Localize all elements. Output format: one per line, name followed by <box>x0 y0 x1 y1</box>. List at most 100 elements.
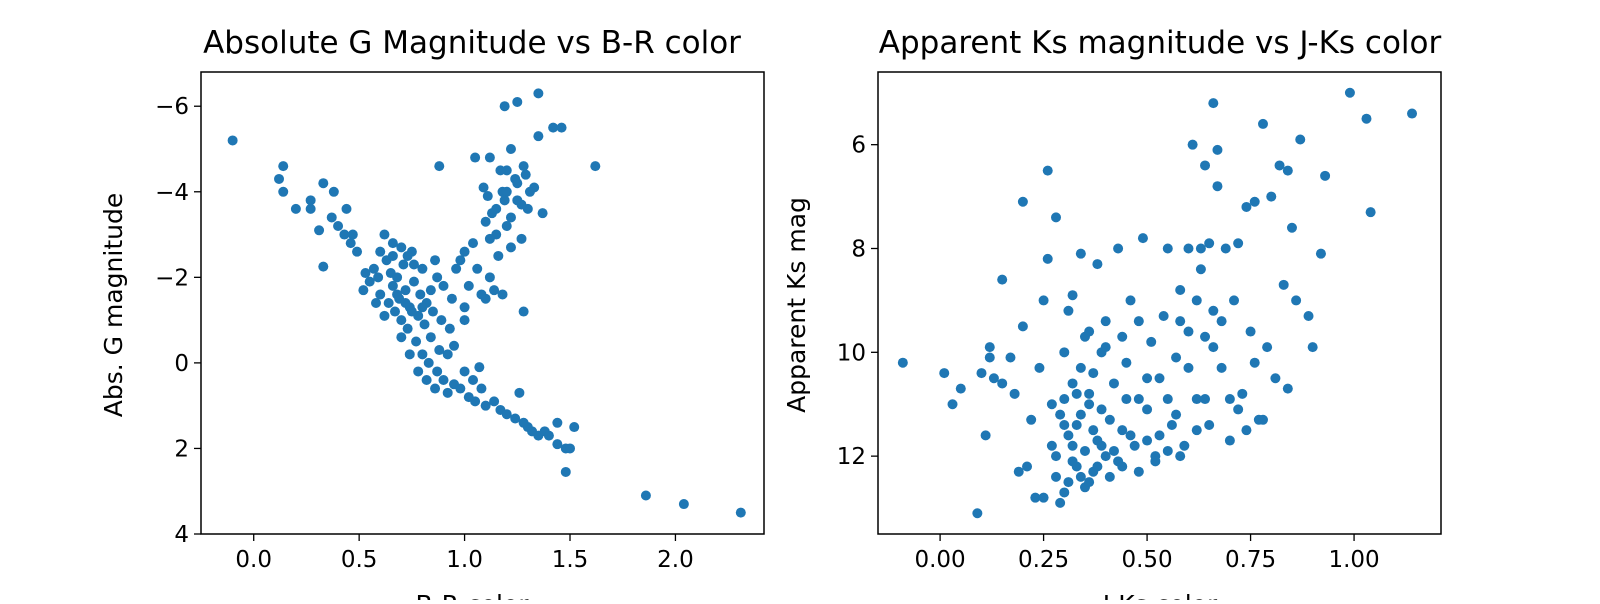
data-point <box>1017 196 1028 207</box>
data-point <box>387 250 398 261</box>
data-point <box>735 507 746 518</box>
data-point <box>512 96 523 107</box>
data-point <box>1075 471 1086 482</box>
data-point <box>1142 404 1153 415</box>
data-point <box>1195 264 1206 275</box>
data-point <box>1071 419 1082 430</box>
data-point <box>1038 295 1049 306</box>
data-point <box>1158 310 1169 321</box>
data-point <box>1142 435 1153 446</box>
data-point <box>1191 394 1202 405</box>
data-point <box>1063 477 1074 488</box>
data-point <box>360 268 371 279</box>
data-point <box>1059 487 1070 498</box>
data-point <box>478 182 489 193</box>
data-point <box>451 263 462 274</box>
data-point <box>1067 456 1078 467</box>
data-point <box>470 152 481 163</box>
data-point <box>375 289 386 300</box>
data-point <box>1183 362 1194 373</box>
data-point <box>1291 295 1302 306</box>
data-point <box>1088 425 1099 436</box>
data-point <box>520 169 531 180</box>
data-point <box>1125 295 1136 306</box>
data-point <box>499 195 510 206</box>
data-point <box>1344 87 1355 98</box>
data-point <box>1171 409 1182 420</box>
data-point <box>1212 144 1223 155</box>
data-point <box>1162 445 1173 456</box>
y-tick-label: 12 <box>837 444 866 470</box>
data-point <box>1129 440 1140 451</box>
data-point <box>328 186 339 197</box>
data-point <box>939 368 950 379</box>
data-point <box>484 272 495 283</box>
data-point <box>518 161 529 172</box>
data-point <box>358 285 369 296</box>
x-axis-label: B-R color <box>415 590 529 600</box>
data-point <box>1154 430 1165 441</box>
data-point <box>1108 378 1119 389</box>
data-point <box>1084 399 1095 410</box>
data-point <box>1224 435 1235 446</box>
data-point <box>1067 440 1078 451</box>
data-point <box>436 315 447 326</box>
data-point <box>1055 497 1066 508</box>
data-point <box>392 272 403 283</box>
data-point <box>499 101 510 112</box>
data-point <box>505 144 516 154</box>
data-point <box>434 161 445 172</box>
chart-title: Apparent Ks magnitude vs J-Ks color <box>879 25 1442 61</box>
data-point <box>442 349 453 360</box>
plot-frame <box>200 71 765 535</box>
data-point <box>527 426 538 437</box>
data-point <box>1320 170 1331 181</box>
data-point <box>640 490 651 501</box>
data-point <box>1204 419 1215 430</box>
data-point <box>455 255 466 266</box>
data-point <box>518 417 529 428</box>
data-point <box>470 396 481 407</box>
data-point <box>427 306 438 317</box>
data-point <box>1274 160 1285 171</box>
data-point <box>1034 362 1045 373</box>
data-point <box>333 221 344 231</box>
data-point <box>1133 316 1144 327</box>
data-point <box>1092 259 1103 270</box>
data-point <box>432 366 443 377</box>
data-point <box>1051 451 1062 462</box>
data-point <box>1108 445 1119 456</box>
data-point <box>468 375 479 385</box>
data-point <box>505 212 516 223</box>
y-tick-label: 8 <box>851 236 866 262</box>
point-layer <box>897 87 1418 519</box>
data-point <box>569 422 580 433</box>
y-axis-label: Apparent Ks mag <box>782 197 811 413</box>
data-point <box>1175 451 1186 462</box>
data-point <box>1286 222 1297 233</box>
data-point <box>411 336 422 347</box>
data-point <box>505 242 516 253</box>
data-point <box>1042 253 1053 264</box>
data-point <box>1096 404 1107 415</box>
data-point <box>459 302 470 313</box>
data-point <box>379 229 390 240</box>
data-point <box>1084 388 1095 399</box>
data-point <box>988 373 999 384</box>
data-point <box>442 387 453 398</box>
data-point <box>1179 440 1190 451</box>
data-point <box>400 285 411 296</box>
x-tick-label: 1.0 <box>446 547 483 573</box>
data-point <box>387 238 398 249</box>
data-point <box>368 263 379 274</box>
data-point <box>678 499 689 510</box>
chart-title: Absolute G Magnitude vs B-R color <box>203 25 741 61</box>
data-point <box>318 261 329 272</box>
data-point <box>449 340 460 351</box>
data-point <box>1282 165 1293 176</box>
scatter-panel-2: Apparent Ks magnitude vs J-Ks color J-Ks… <box>782 25 1442 604</box>
x-axis-label: J-Ks color <box>1101 590 1218 600</box>
data-point <box>1075 248 1086 259</box>
data-point <box>501 186 512 197</box>
data-point <box>947 399 958 410</box>
